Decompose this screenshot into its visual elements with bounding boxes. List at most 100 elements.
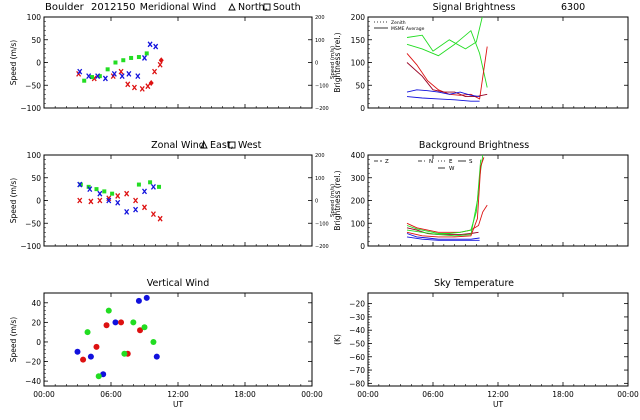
plot-frame bbox=[43, 154, 313, 247]
y-tick-label: 100 bbox=[27, 13, 42, 22]
series-line-blue2 bbox=[406, 236, 480, 241]
data-point bbox=[97, 197, 103, 204]
panel-vertical: Vertical Wind 00:00 06:00 12:00 18:00 00:00 UT… bbox=[9, 278, 323, 409]
data-point bbox=[147, 41, 153, 48]
data-point bbox=[129, 55, 134, 60]
series-line-red2 bbox=[406, 157, 485, 238]
y-tick-label: −100 bbox=[20, 104, 41, 113]
data-point bbox=[102, 75, 108, 82]
x-tick-label: 12:00 bbox=[487, 390, 509, 399]
y-tick-label: 100 bbox=[351, 219, 366, 228]
series-line-green2 bbox=[406, 159, 482, 237]
chart-title: Vertical Wind bbox=[147, 278, 209, 289]
data-point bbox=[82, 78, 87, 83]
data-point bbox=[119, 73, 125, 80]
chart-title-extra: 6300 bbox=[561, 2, 585, 13]
data-point bbox=[77, 181, 83, 188]
y-tick-label: 200 bbox=[351, 197, 366, 206]
series-line-green1 bbox=[406, 29, 488, 88]
legend-label: North, bbox=[238, 2, 268, 13]
x-tick-label: 00:00 bbox=[357, 390, 379, 399]
y-right-tick-label: 0 bbox=[315, 199, 318, 205]
y-tick-label: 40 bbox=[31, 299, 41, 308]
y-tick-label: −30 bbox=[349, 313, 365, 322]
y-tick-label: 0 bbox=[36, 59, 41, 68]
series-line-red1 bbox=[406, 204, 488, 233]
data-point bbox=[141, 204, 148, 211]
y-tick-label: 0 bbox=[360, 104, 365, 113]
y-right-tick-label: −200 bbox=[315, 106, 329, 112]
data-point bbox=[137, 327, 144, 334]
data-point bbox=[152, 68, 158, 75]
data-point bbox=[105, 67, 110, 72]
x-tick-label: 00:00 bbox=[301, 390, 323, 399]
series-line-blue1 bbox=[406, 233, 480, 240]
data-point bbox=[136, 55, 141, 60]
data-point bbox=[106, 195, 112, 202]
data-point bbox=[97, 74, 102, 79]
data-point bbox=[145, 83, 151, 90]
data-point bbox=[131, 84, 137, 91]
y-axis-label: Speed (m/s) bbox=[9, 317, 18, 363]
y-tick-label: −20 bbox=[349, 300, 365, 309]
data-point bbox=[110, 191, 115, 196]
y-right-axis-label: Speed (m/s) bbox=[330, 46, 336, 79]
y-tick-label: 0 bbox=[36, 338, 41, 347]
legend-label: Zenith bbox=[391, 20, 406, 26]
x-tick-label: 18:00 bbox=[234, 390, 256, 399]
data-point bbox=[148, 180, 153, 185]
data-point bbox=[148, 79, 154, 86]
x-tick-label: 06:00 bbox=[422, 390, 444, 399]
plot-area bbox=[406, 17, 488, 102]
data-point bbox=[97, 190, 103, 197]
y-tick-label: −20 bbox=[25, 358, 41, 367]
y-tick-label: 0 bbox=[36, 197, 41, 206]
data-point bbox=[125, 81, 131, 88]
panel-background: Background Brightness 0 100 200 300 400 Bright… bbox=[333, 140, 629, 251]
legend-label: Z bbox=[385, 159, 389, 165]
y-tick-label: −50 bbox=[25, 219, 41, 228]
data-point bbox=[105, 307, 112, 314]
y-tick-label: −50 bbox=[25, 81, 41, 90]
y-tick-label: −40 bbox=[349, 326, 365, 335]
data-point bbox=[141, 188, 148, 195]
data-point bbox=[157, 215, 163, 222]
y-right-tick-label: −100 bbox=[315, 221, 329, 227]
data-point bbox=[94, 187, 99, 192]
x-axis-label: UT bbox=[173, 400, 183, 409]
chart-title: Signal Brightness bbox=[433, 2, 516, 13]
data-point bbox=[133, 206, 139, 213]
data-point bbox=[84, 329, 91, 336]
data-point bbox=[141, 324, 148, 331]
plot-frame bbox=[43, 292, 313, 387]
data-point bbox=[144, 51, 149, 56]
y-right-tick-label: 0 bbox=[315, 61, 318, 67]
data-point bbox=[87, 186, 93, 193]
y-right-tick-label: 100 bbox=[315, 38, 325, 44]
data-point bbox=[78, 182, 83, 187]
data-point bbox=[111, 70, 117, 77]
data-point bbox=[86, 73, 92, 80]
panel-sky: Sky Temperature 00:00 06:00 12:00 18:00 00:00… bbox=[333, 278, 639, 409]
data-point bbox=[113, 60, 118, 65]
data-point bbox=[88, 198, 94, 205]
y-tick-label: −40 bbox=[25, 377, 41, 386]
data-point bbox=[87, 353, 94, 360]
data-point bbox=[118, 68, 124, 75]
y-tick-label: 100 bbox=[27, 151, 42, 160]
plot-area bbox=[77, 180, 163, 222]
data-point bbox=[124, 208, 130, 215]
x-tick-label: 06:00 bbox=[100, 390, 122, 399]
y-tick-label: −100 bbox=[20, 242, 41, 251]
y-axis-label: Brightness (rel.) bbox=[333, 170, 342, 230]
data-point bbox=[112, 319, 119, 326]
chart-title: Background Brightness bbox=[419, 140, 529, 151]
data-point bbox=[100, 371, 107, 378]
triangle-icon bbox=[200, 140, 208, 149]
y-axis-label: Speed (m/s) bbox=[9, 178, 18, 224]
data-point bbox=[106, 197, 112, 204]
data-point bbox=[90, 75, 95, 80]
data-point bbox=[141, 55, 148, 61]
